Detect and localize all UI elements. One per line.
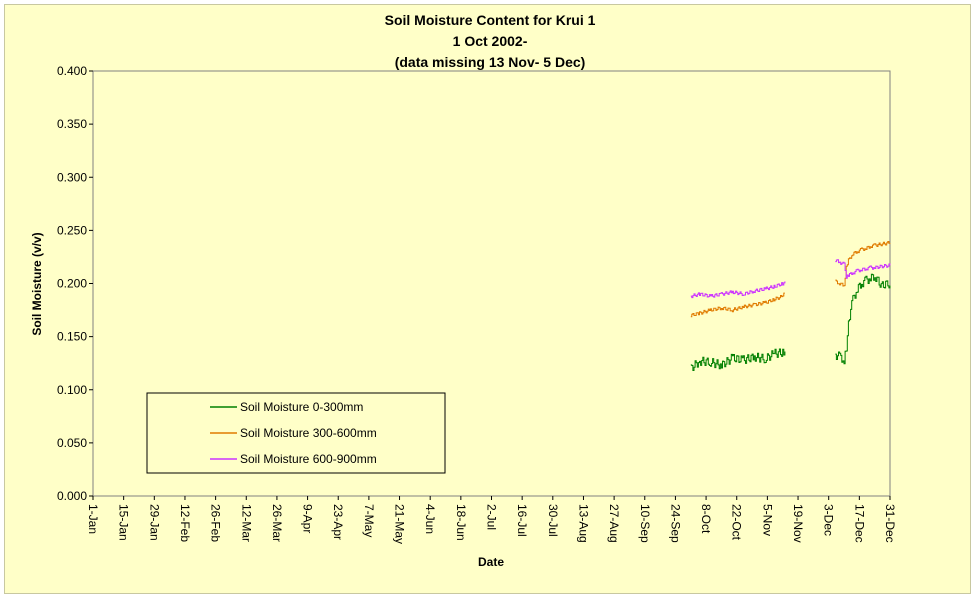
y-tick-label: 0.350	[57, 117, 87, 131]
x-tick-label: 4-Jun	[423, 504, 437, 534]
x-tick-label: 26-Feb	[209, 504, 223, 542]
legend-label-2: Soil Moisture 600-900mm	[240, 452, 377, 466]
x-tick-label: 29-Jan	[147, 504, 161, 541]
chart-svg: Soil Moisture Content for Krui 1 1 Oct 2…	[30, 12, 897, 569]
x-tick-label: 13-Aug	[576, 504, 590, 543]
x-tick-label: 23-Apr	[331, 504, 345, 540]
legend-box	[146, 392, 446, 474]
chart-title-line-1: Soil Moisture Content for Krui 1	[385, 12, 596, 28]
series-line-2-segment-1	[835, 259, 891, 279]
chart-title-line-2: 1 Oct 2002-	[453, 33, 528, 49]
x-tick-label: 30-Jul	[546, 504, 560, 537]
x-tick-label: 15-Jan	[117, 504, 131, 541]
y-tick-label: 0.400	[57, 64, 87, 78]
x-tick-label: 18-Jun	[454, 504, 468, 541]
x-tick-label: 7-May	[362, 504, 376, 537]
x-tick-label: 27-Aug	[607, 504, 621, 543]
series-line-0-segment-0	[690, 348, 786, 371]
x-tick-label: 26-Mar	[270, 504, 284, 542]
x-tick-label: 19-Nov	[791, 504, 805, 543]
y-tick-label: 0.050	[57, 436, 87, 450]
y-axis-ticks: 0.000 0.050 0.100 0.150 0.200 0.250 0.300 0.350…	[57, 64, 93, 503]
y-tick-label: 0.000	[57, 489, 87, 503]
x-tick-label: 3-Dec	[822, 504, 836, 536]
series-line-1-segment-0	[690, 292, 785, 318]
legend-label-1: Soil Moisture 300-600mm	[240, 426, 377, 440]
x-tick-label: 9-Apr	[301, 504, 315, 533]
y-tick-label: 0.100	[57, 383, 87, 397]
chart-title-line-3: (data missing 13 Nov- 5 Dec)	[395, 54, 586, 70]
x-tick-label: 16-Jul	[515, 504, 529, 537]
chart-title: Soil Moisture Content for Krui 1 1 Oct 2…	[385, 12, 596, 70]
x-tick-label: 5-Nov	[760, 504, 774, 536]
x-tick-label: 2-Jul	[485, 504, 499, 530]
x-tick-label: 10-Sep	[638, 504, 652, 543]
y-tick-label: 0.300	[57, 170, 87, 184]
series-line-0-segment-1	[835, 273, 891, 365]
series-group	[690, 241, 891, 371]
x-tick-label: 31-Dec	[883, 504, 897, 543]
y-axis-title: Soil Moisture (v/v)	[30, 232, 44, 335]
x-tick-label: 21-May	[393, 504, 407, 544]
x-tick-label: 22-Oct	[730, 504, 744, 541]
x-tick-label: 12-Mar	[239, 504, 253, 542]
x-axis-ticks: 1-Jan 15-Jan 29-Jan 12-Feb 26-Feb 12-Mar 26-Ma…	[86, 496, 897, 544]
x-tick-label: 12-Feb	[178, 504, 192, 542]
x-tick-label: 24-Sep	[668, 504, 682, 543]
legend: Soil Moisture 0-300mm Soil Moisture 300-…	[146, 392, 446, 474]
y-tick-label: 0.200	[57, 277, 87, 291]
x-tick-label: 8-Oct	[699, 504, 713, 534]
series-line-1-segment-1	[835, 241, 891, 287]
x-axis-title: Date	[478, 555, 504, 569]
y-tick-label: 0.250	[57, 223, 87, 237]
series-line-2-segment-0	[690, 281, 786, 299]
legend-label-0: Soil Moisture 0-300mm	[240, 400, 363, 414]
y-tick-label: 0.150	[57, 330, 87, 344]
x-tick-label: 1-Jan	[86, 504, 100, 534]
x-tick-label: 17-Dec	[852, 504, 866, 543]
chart-area: Soil Moisture Content for Krui 1 1 Oct 2…	[4, 4, 971, 594]
